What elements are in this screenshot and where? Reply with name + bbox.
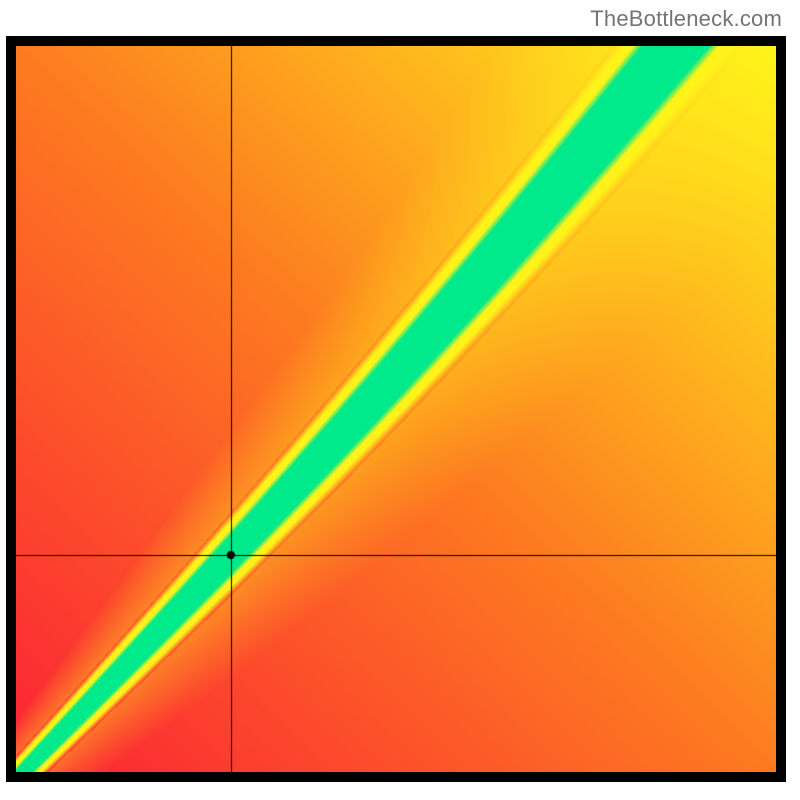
watermark-text: TheBottleneck.com (590, 6, 782, 32)
outer-frame (6, 36, 786, 782)
chart-container: TheBottleneck.com (0, 0, 800, 800)
